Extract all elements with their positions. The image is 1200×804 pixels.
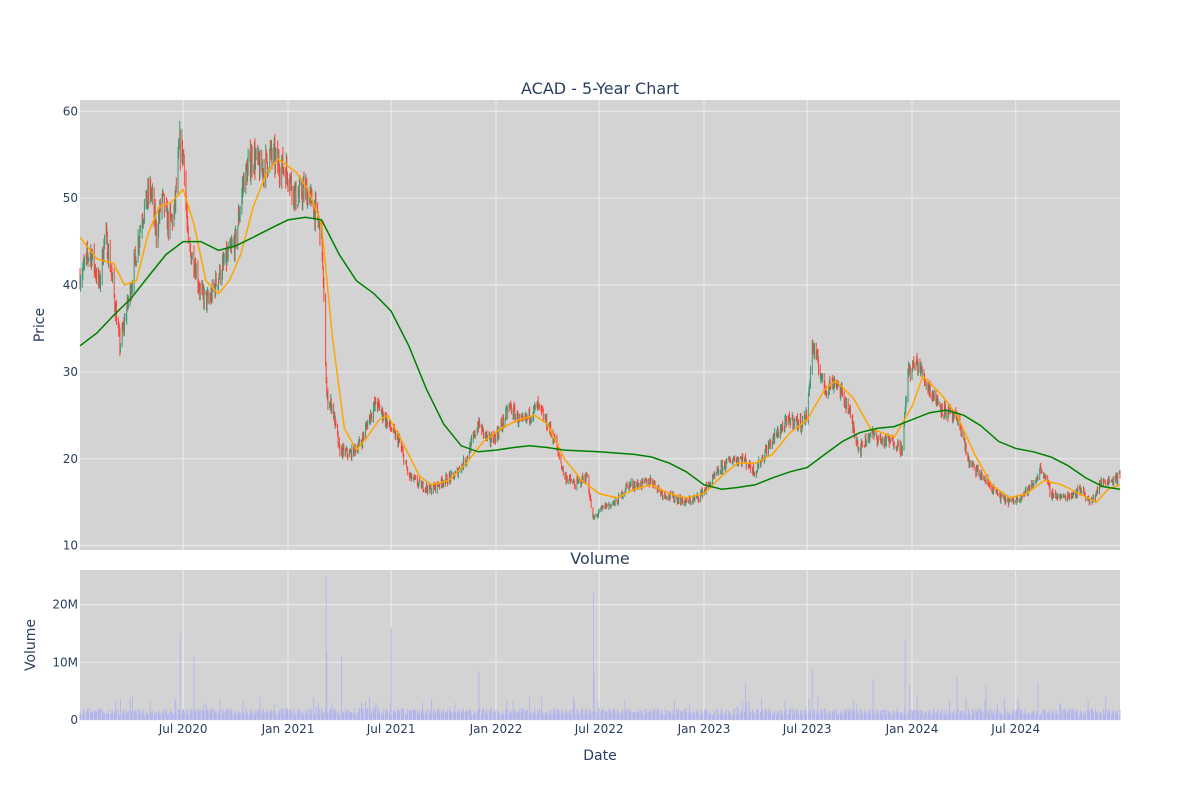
volume-bar-series bbox=[79, 575, 1121, 720]
volume-chart-title: Volume bbox=[570, 549, 630, 568]
price-y-tick-label: 50 bbox=[63, 191, 78, 205]
price-y-ticks: 10 20 30 40 50 60 bbox=[63, 104, 78, 552]
price-plot-area bbox=[80, 100, 1120, 550]
price-panel: 10 20 30 40 50 60 ACAD - 5-Year Chart Price bbox=[32, 79, 1121, 553]
volume-y-tick-label: 10M bbox=[52, 655, 78, 669]
volume-panel: 0 10M 20M Jul 2020 Jan 2021 Jul 2021 Jan 2022… bbox=[23, 549, 1121, 764]
volume-y-tick-label: 0 bbox=[70, 713, 78, 727]
volume-plot-area bbox=[80, 570, 1120, 720]
volume-y-tick-label: 20M bbox=[52, 598, 78, 612]
price-y-tick-label: 40 bbox=[63, 278, 78, 292]
x-tick-label: Jul 2022 bbox=[574, 722, 624, 736]
price-gridlines bbox=[80, 100, 1120, 550]
volume-y-axis-title: Volume bbox=[23, 619, 39, 671]
date-x-ticks: Jul 2020 Jan 2021 Jul 2021 Jan 2022 Jul 2022… bbox=[158, 722, 1040, 736]
price-y-tick-label: 30 bbox=[63, 365, 78, 379]
x-tick-label: Jan 2021 bbox=[261, 722, 315, 736]
x-tick-label: Jul 2020 bbox=[158, 722, 208, 736]
x-tick-label: Jan 2022 bbox=[469, 722, 523, 736]
x-tick-label: Jan 2024 bbox=[885, 722, 939, 736]
price-y-tick-label: 60 bbox=[63, 104, 78, 118]
price-y-tick-label: 10 bbox=[63, 539, 78, 553]
x-tick-label: Jul 2024 bbox=[990, 722, 1040, 736]
price-chart-title: ACAD - 5-Year Chart bbox=[521, 79, 679, 98]
volume-y-ticks: 0 10M 20M bbox=[52, 598, 78, 727]
x-tick-label: Jan 2023 bbox=[677, 722, 731, 736]
price-y-tick-label: 20 bbox=[63, 452, 78, 466]
x-tick-label: Jul 2023 bbox=[782, 722, 832, 736]
x-tick-label: Jul 2021 bbox=[366, 722, 416, 736]
x-axis-title: Date bbox=[583, 748, 616, 764]
price-y-axis-title: Price bbox=[32, 308, 48, 342]
moving-average-short-line bbox=[79, 158, 1121, 504]
moving-average-long-line bbox=[79, 216, 1121, 490]
